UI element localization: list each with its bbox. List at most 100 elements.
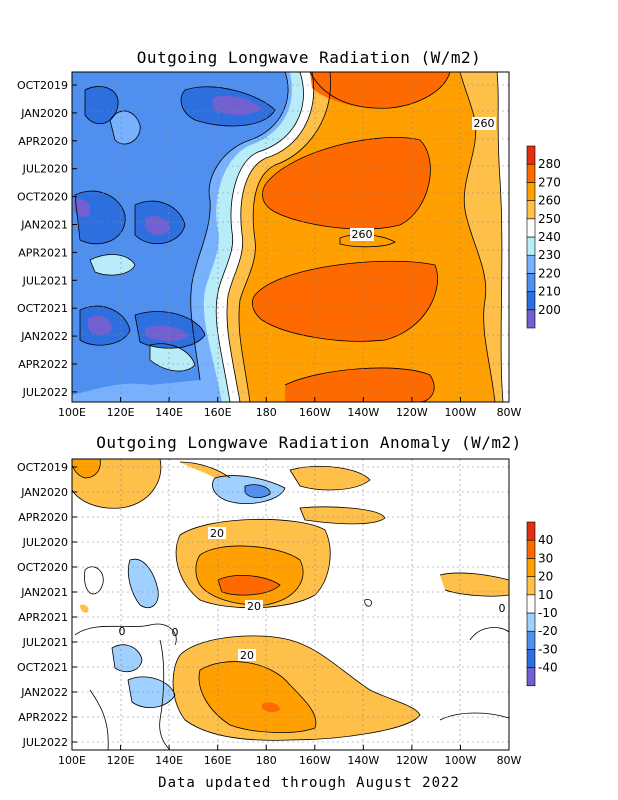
top-colorbar-swatch — [526, 218, 536, 238]
bottom-contour-label: 0 — [119, 625, 126, 638]
bottom-colorbar-label: -30 — [538, 642, 558, 656]
bottom-contour-label: 20 — [240, 649, 254, 662]
bottom-contour-label: 20 — [210, 527, 224, 540]
top-x-tick-label: 80W — [497, 406, 522, 419]
top-y-tick-label: APR2022 — [18, 358, 68, 371]
bottom-colorbar-swatch — [526, 558, 536, 577]
top-colorbar-label: 220 — [538, 266, 561, 280]
bottom-colorbar-swatch — [526, 630, 536, 650]
bottom-colorbar-swatch — [526, 612, 536, 632]
bottom-colorbar-label: 40 — [538, 533, 553, 547]
top-contour-label: 260 — [474, 117, 495, 130]
top-colorbar-label: 200 — [538, 303, 561, 317]
bottom-contour-label: 0 — [172, 626, 179, 639]
bottom-y-tick-label: OCT2020 — [17, 561, 68, 574]
bottom-contour-label: 20 — [247, 600, 261, 613]
bottom-x-tick-label: 160W — [299, 754, 331, 767]
top-x-tick-label: 100W — [445, 406, 477, 419]
top-colorbar-swatch — [526, 273, 536, 292]
bottom-y-tick-label: APR2022 — [18, 711, 68, 724]
bottom-x-tick-label: 140W — [347, 754, 379, 767]
footer-note: Data updated through August 2022 — [158, 775, 460, 791]
bottom-colorbar-label: -10 — [538, 606, 558, 620]
bottom-y-tick-label: JUL2020 — [22, 536, 68, 549]
top-x-axis: 100E 120E 140E 160E 180 160W 140W 120W 100W 80W — [58, 397, 522, 419]
top-y-tick-label: JAN2022 — [20, 330, 68, 343]
bottom-chart-title: Outgoing Longwave Radiation Anomaly (W/m… — [96, 433, 522, 452]
bottom-x-tick-label: 100W — [445, 754, 477, 767]
bottom-colorbar-label: 30 — [538, 551, 553, 565]
bottom-colorbar-swatch — [526, 594, 536, 614]
top-colorbar-swatch — [526, 236, 536, 256]
top-y-tick-label: APR2020 — [18, 135, 68, 148]
top-colorbar-swatch — [526, 254, 536, 274]
top-colorbar: 200 210 220 230 240 250 260 270 280 — [526, 145, 561, 329]
top-colorbar-label: 260 — [538, 194, 561, 208]
bottom-y-tick-label: OCT2021 — [17, 661, 68, 674]
top-x-tick-label: 140E — [155, 406, 183, 419]
bottom-colorbar-swatch — [526, 576, 536, 596]
bottom-x-tick-label: 180 — [256, 754, 277, 767]
top-y-axis: OCT2019 JAN2020 APR2020 JUL2020 OCT2020 JAN20… — [17, 79, 77, 399]
top-contour-label: 260 — [352, 228, 373, 241]
top-x-tick-label: 160E — [204, 406, 232, 419]
bottom-y-axis: OCT2019 JAN2020 APR2020 JUL2020 OCT2020 JAN20… — [17, 461, 77, 749]
top-colorbar-swatch — [526, 145, 536, 165]
bottom-colorbar-swatch — [526, 649, 536, 668]
bottom-colorbar-label: -20 — [538, 624, 558, 638]
top-x-tick-label: 180 — [256, 406, 277, 419]
top-y-tick-label: JAN2021 — [20, 219, 68, 232]
top-colorbar-swatch — [526, 291, 536, 311]
top-y-tick-label: OCT2020 — [17, 191, 68, 204]
top-chart-title: Outgoing Longwave Radiation (W/m2) — [136, 48, 482, 67]
bottom-x-tick-label: 160E — [204, 754, 232, 767]
bottom-y-tick-label: JUL2021 — [22, 636, 68, 649]
top-x-tick-label: 140W — [347, 406, 379, 419]
top-colorbar-label: 270 — [538, 175, 561, 189]
bottom-y-tick-label: JUL2022 — [22, 736, 68, 749]
top-colorbar-swatch — [526, 182, 536, 201]
bottom-contour-label: 0 — [499, 602, 506, 615]
top-colorbar-label: 250 — [538, 212, 561, 226]
top-y-tick-label: JAN2020 — [20, 107, 68, 120]
bottom-y-tick-label: APR2021 — [18, 611, 68, 624]
top-colorbar-label: 240 — [538, 230, 561, 244]
bottom-y-tick-label: APR2020 — [18, 511, 68, 524]
top-colorbar-label: 210 — [538, 285, 561, 299]
top-y-tick-label: JUL2020 — [22, 163, 68, 176]
bottom-colorbar-swatch — [526, 667, 536, 687]
bottom-x-tick-label: 120E — [107, 754, 135, 767]
top-y-tick-label: JUL2022 — [22, 386, 68, 399]
bottom-x-tick-label: 140E — [155, 754, 183, 767]
top-y-tick-label: APR2021 — [18, 246, 68, 259]
bottom-plot-frame — [71, 458, 510, 751]
top-y-tick-label: OCT2021 — [17, 302, 68, 315]
top-colorbar-swatch — [526, 200, 536, 220]
bottom-colorbar: -40 -30 -20 -10 10 20 30 40 — [526, 521, 558, 687]
bottom-y-tick-label: OCT2019 — [17, 461, 68, 474]
top-colorbar-swatch — [526, 309, 536, 329]
top-plot-frame — [71, 71, 510, 403]
bottom-colorbar-label: 10 — [538, 588, 553, 602]
bottom-y-tick-label: JAN2022 — [20, 686, 68, 699]
top-colorbar-label: 280 — [538, 157, 561, 171]
bottom-colorbar-swatch — [526, 539, 536, 559]
top-x-tick-label: 120W — [396, 406, 428, 419]
bottom-colorbar-label: 20 — [538, 570, 553, 584]
top-colorbar-swatch — [526, 163, 536, 183]
bottom-x-tick-label: 100E — [58, 754, 86, 767]
top-y-tick-label: JUL2021 — [22, 274, 68, 287]
top-y-tick-label: OCT2019 — [17, 79, 68, 92]
bottom-colorbar-label: -40 — [538, 661, 558, 675]
bottom-plot-field — [72, 459, 509, 750]
top-x-tick-label: 120E — [107, 406, 135, 419]
bottom-x-tick-label: 120W — [396, 754, 428, 767]
bottom-x-axis: 100E 120E 140E 160E 180 160W 140W 120W 100W 80W — [58, 745, 522, 767]
top-x-tick-label: 100E — [58, 406, 86, 419]
bottom-y-tick-label: JAN2021 — [20, 586, 68, 599]
top-x-tick-label: 160W — [299, 406, 331, 419]
bottom-colorbar-swatch — [526, 521, 536, 541]
bottom-y-tick-label: JAN2020 — [20, 486, 68, 499]
top-plot-field — [72, 72, 509, 402]
